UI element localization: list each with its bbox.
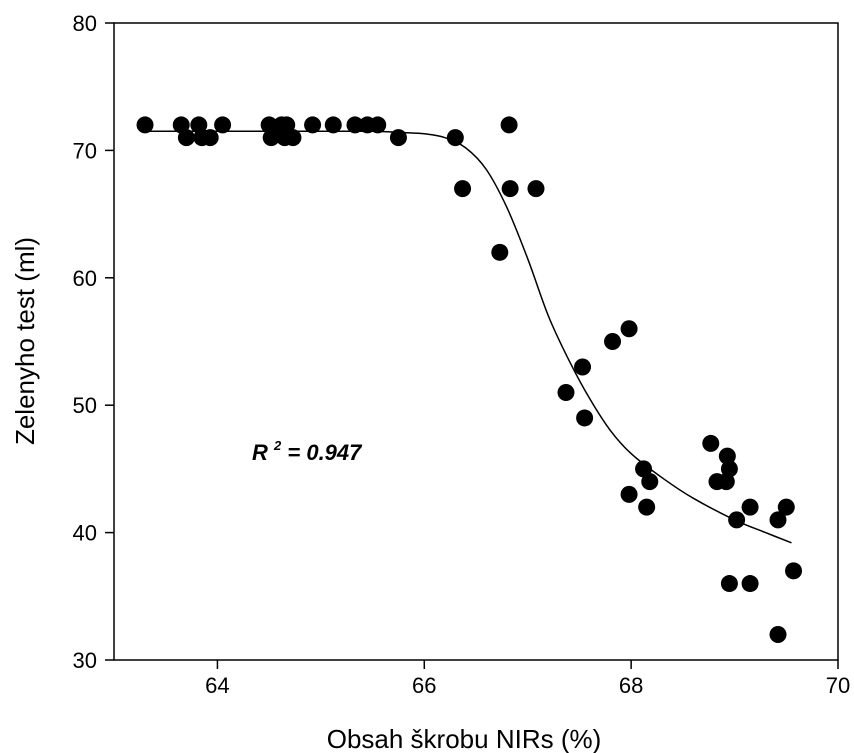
data-point (324, 116, 342, 134)
data-point (604, 333, 622, 350)
data-point (720, 460, 738, 478)
data-point (304, 116, 322, 134)
data-point (769, 626, 787, 644)
data-point (500, 116, 518, 134)
data-point (527, 180, 545, 198)
data-point (777, 498, 795, 516)
data-point (728, 511, 746, 529)
data-point (638, 498, 656, 516)
data-point (635, 460, 653, 478)
y-tick-label: 30 (73, 648, 97, 673)
data-point (702, 434, 720, 452)
y-axis-ticks: 30 40 50 60 70 80 (73, 11, 114, 673)
r-squared-superscript: 2 (273, 438, 282, 453)
data-point (576, 409, 594, 427)
data-point (620, 320, 638, 338)
data-point (177, 129, 195, 147)
x-tick-label: 68 (619, 673, 643, 698)
data-points-layer (136, 116, 803, 644)
y-tick-label: 60 (73, 266, 97, 291)
data-point (641, 473, 659, 491)
data-point (769, 511, 787, 529)
data-point (491, 243, 509, 261)
data-point (214, 116, 232, 134)
y-tick-label: 80 (73, 11, 97, 36)
data-point (201, 129, 219, 147)
data-point (454, 180, 472, 198)
data-point (557, 383, 575, 401)
data-point (501, 180, 519, 198)
x-tick-label: 64 (205, 673, 229, 698)
data-point (720, 575, 738, 593)
data-point (741, 498, 759, 516)
data-point (346, 116, 364, 134)
data-point (718, 447, 736, 465)
data-point (284, 129, 302, 147)
r-squared-r: R (252, 440, 268, 465)
x-tick-label: 66 (412, 673, 436, 698)
x-tick-label: 70 (826, 673, 850, 698)
y-axis-label: Zelenyho test (ml) (10, 237, 40, 445)
data-point (136, 116, 154, 134)
data-point (369, 116, 387, 134)
x-axis-label: Obsah škrobu NIRs (%) (327, 724, 602, 753)
data-point (620, 485, 638, 503)
r-squared-value: = 0.947 (287, 440, 363, 465)
y-tick-label: 40 (73, 521, 97, 546)
y-tick-label: 50 (73, 393, 97, 418)
data-point (574, 358, 592, 376)
y-tick-label: 70 (73, 138, 97, 163)
data-point (446, 129, 464, 147)
data-point (785, 562, 803, 580)
r-squared-annotation: R 2 = 0.947 (252, 430, 363, 465)
data-point (389, 129, 407, 147)
data-point (190, 116, 208, 134)
data-point (717, 473, 735, 491)
data-point (262, 129, 280, 147)
data-point (260, 116, 278, 134)
data-point (741, 575, 759, 593)
data-point (278, 116, 296, 134)
data-point (172, 116, 190, 134)
x-axis-ticks: 64 66 68 70 (205, 660, 850, 698)
plot-frame (113, 22, 839, 661)
